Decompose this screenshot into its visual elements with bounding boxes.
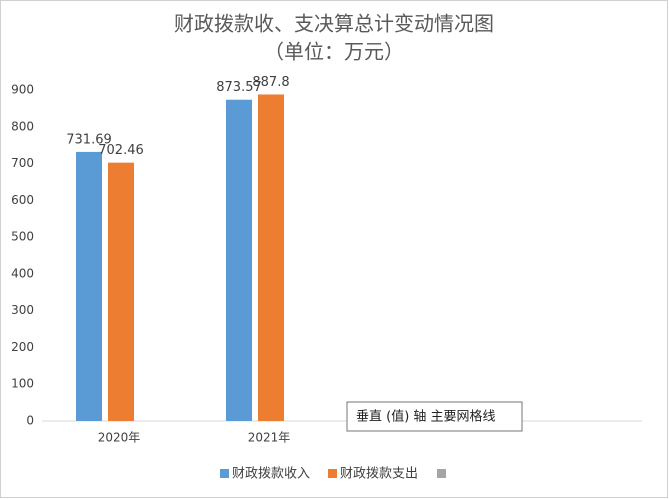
data-label: 873.57 <box>216 80 262 95</box>
y-tick-label: 100 <box>11 377 34 391</box>
legend-swatch <box>328 469 337 478</box>
tooltip-box <box>346 401 523 432</box>
legend-swatch <box>220 469 229 478</box>
y-tick-label: 500 <box>11 230 34 244</box>
legend: 财政拨款收入 财政拨款支出 <box>220 467 418 482</box>
chart-title: 财政拨款收、支决算总计变动情况图 <box>174 12 494 36</box>
y-tick-label: 600 <box>11 193 34 207</box>
bar <box>226 99 252 421</box>
y-tick-label: 0 <box>26 414 34 428</box>
y-tick-label: 700 <box>11 156 34 170</box>
data-label: 702.46 <box>98 143 144 158</box>
y-tick-label: 900 <box>11 83 34 97</box>
y-tick-label: 400 <box>11 266 34 280</box>
x-tick-label: 2021年 <box>248 431 291 445</box>
y-tick-label: 800 <box>11 119 34 133</box>
data-label: 887.8 <box>252 75 289 90</box>
bar <box>108 162 134 421</box>
bar <box>258 94 284 422</box>
bar <box>76 151 102 421</box>
legend-label: 财政拨款收入 <box>232 467 310 482</box>
data-label: 731.69 <box>66 132 112 147</box>
tooltip-text: 垂直 (值) 轴 主要网格线 <box>356 409 496 425</box>
legend-swatch <box>437 469 446 478</box>
y-tick-label: 300 <box>11 303 34 317</box>
y-tick-label: 200 <box>11 340 34 354</box>
chart-subtitle: （单位：万元） <box>264 40 404 64</box>
legend-label: 财政拨款支出 <box>340 467 418 482</box>
x-tick-label: 2020年 <box>98 431 141 445</box>
